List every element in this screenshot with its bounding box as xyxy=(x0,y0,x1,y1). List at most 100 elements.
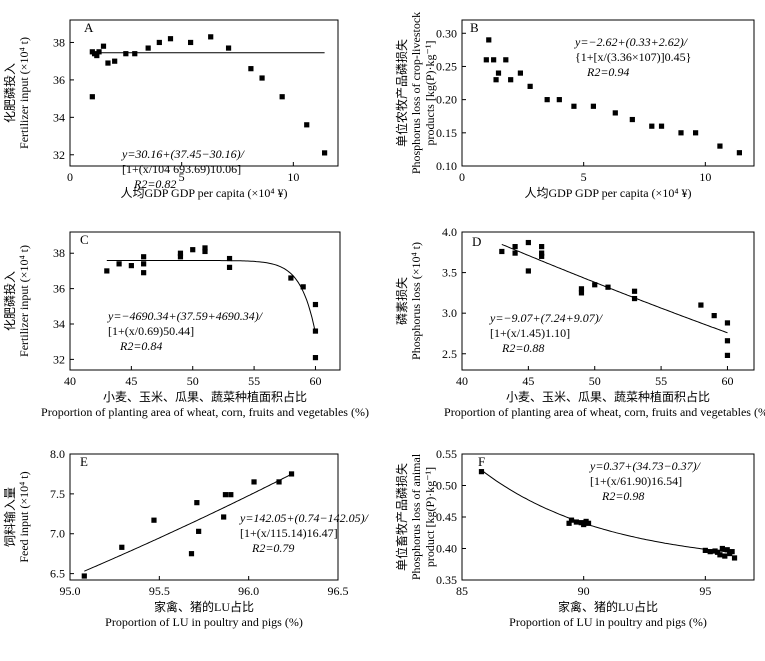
data-point xyxy=(96,49,102,55)
equation-line-1: y=0.37+(34.73−0.37)/ xyxy=(589,459,702,473)
y-tick-label: 0.25 xyxy=(436,59,457,73)
data-point xyxy=(221,514,227,520)
equation-r2: R2=0.84 xyxy=(119,339,162,353)
panel-letter: A xyxy=(84,20,94,35)
data-point xyxy=(202,245,208,251)
data-point xyxy=(517,70,523,76)
data-point xyxy=(151,517,157,523)
data-point xyxy=(112,58,118,64)
y-axis-label-cn: 饲料输入量 xyxy=(2,487,17,547)
data-point xyxy=(578,290,585,296)
data-point xyxy=(585,520,592,526)
equation: y=−2.62+(0.33+2.62)/{1+[x/(3.36×107)]0.4… xyxy=(574,35,691,79)
equation-line-2: [1+(x/104 693.69)10.06] xyxy=(122,162,241,176)
data-point xyxy=(508,77,514,83)
equation-line-1: y=142.05+(0.74−142.05)/ xyxy=(239,511,370,525)
data-point xyxy=(202,248,208,255)
data-point xyxy=(724,352,731,358)
x-axis-label: 人均GDP GDP per capita (×10⁴ ¥) xyxy=(120,186,287,200)
x-tick-label: 95.0 xyxy=(60,584,81,598)
equation: y=−9.07+(7.24+9.07)/[1+(x/1.45)1.10]R2=0… xyxy=(489,311,604,355)
y-tick-label: 7.0 xyxy=(50,527,65,541)
y-axis-label-cn: 化肥磷投入 xyxy=(2,271,17,331)
y-axis-label-en: Feed input (×10⁴ t) xyxy=(17,471,31,562)
data-point xyxy=(578,286,585,292)
x-tick-label: 95.5 xyxy=(149,584,170,598)
y-tick-label: 0.30 xyxy=(436,26,457,40)
data-point xyxy=(571,103,577,109)
y-tick-label: 7.5 xyxy=(50,487,65,501)
data-point xyxy=(486,37,492,43)
y-axis-label-en: Phosphorus loss of animal xyxy=(409,453,423,580)
x-tick-label: 60 xyxy=(721,374,733,388)
panel-B: 0 5 10 0.10 0.15 0.20 0.25 0.30 By=−2.62+(0.33+2… xyxy=(394,12,755,200)
data-point xyxy=(128,263,134,269)
y-tick-label: 2.5 xyxy=(442,347,457,361)
data-point xyxy=(491,57,497,63)
equation: y=142.05+(0.74−142.05)/[1+(x/115.14)16.4… xyxy=(239,511,370,555)
y-axis-label-cn: 磷素损失 xyxy=(394,277,409,325)
equation-r2: R2=0.94 xyxy=(586,65,629,79)
panel-D: 40 45 50 55 60 2.5 3.0 3.5 4.0 Dy=−9.07+(7.24+9.0… xyxy=(394,225,765,419)
y-axis-label-cn: 单位农牧产品磷损失 xyxy=(394,39,409,147)
y-tick-label: 0.55 xyxy=(436,447,457,461)
x-tick-label: 10 xyxy=(287,170,299,184)
data-point xyxy=(226,264,233,270)
data-point xyxy=(312,355,319,361)
panel-letter: D xyxy=(472,234,481,249)
plot-frame xyxy=(69,19,339,167)
y-tick-label: 32 xyxy=(53,352,65,366)
data-point xyxy=(156,39,162,46)
data-point xyxy=(722,553,728,559)
data-point xyxy=(259,75,265,81)
x-tick-label: 40 xyxy=(456,374,468,388)
data-point xyxy=(116,261,122,267)
data-point xyxy=(288,471,295,477)
equation-line-1: y=−2.62+(0.33+2.62)/ xyxy=(574,35,689,49)
x-tick-label: 50 xyxy=(187,374,199,388)
equation-r2: R2=0.79 xyxy=(251,541,294,555)
data-point xyxy=(119,544,125,550)
data-point xyxy=(312,301,319,308)
y-axis-label-en: Phosphorus loss of crop-livestock xyxy=(409,12,423,174)
y-axis-label-en: Fertilizer input (×10⁴ t) xyxy=(17,245,31,357)
x-axis-label-cn: 家禽、猪的LU占比 xyxy=(154,599,254,614)
panel-E: 95.0 95.5 96.0 96.5 6.5 7.0 7.5 8.0 Ey=142.05+(0… xyxy=(2,447,370,629)
y-tick-label: 8.0 xyxy=(50,447,65,461)
x-tick-label: 90 xyxy=(578,584,590,598)
x-tick-label: 60 xyxy=(309,374,321,388)
panel-letter: C xyxy=(80,232,89,247)
data-point xyxy=(512,244,518,250)
equation-r2: R2=0.88 xyxy=(501,341,544,355)
data-point xyxy=(566,520,572,526)
panel-letter: F xyxy=(478,454,485,469)
x-axis-label: 人均GDP GDP per capita (×10⁴ ¥) xyxy=(524,186,691,200)
panel-A: 0 5 10 32 34 36 38 Ay=30.16+(37.45−30.16)/[1+(x… xyxy=(2,19,339,200)
y-axis-label-en2: product [kg(P)·kg⁻¹] xyxy=(423,467,437,567)
data-point xyxy=(141,261,147,267)
data-point xyxy=(503,57,509,63)
x-tick-label: 96.5 xyxy=(328,584,349,598)
panel-letter: E xyxy=(80,454,88,469)
data-point xyxy=(132,51,138,57)
data-point xyxy=(167,36,174,42)
x-tick-label: 50 xyxy=(589,374,601,388)
x-tick-label: 96.0 xyxy=(238,584,259,598)
x-axis-label-cn: 家禽、猪的LU占比 xyxy=(558,599,658,614)
data-point xyxy=(105,60,111,66)
x-tick-label: 95 xyxy=(699,584,711,598)
y-tick-label: 3.0 xyxy=(442,306,457,320)
data-point xyxy=(556,97,562,103)
y-axis-label-cn: 化肥磷投入 xyxy=(2,63,17,123)
y-tick-label: 38 xyxy=(53,35,65,49)
y-tick-label: 3.5 xyxy=(442,266,457,280)
data-point xyxy=(658,123,665,129)
x-tick-label: 5 xyxy=(581,170,587,184)
data-point xyxy=(228,492,234,498)
data-point xyxy=(605,284,611,290)
data-point xyxy=(544,97,550,103)
x-tick-label: 45 xyxy=(522,374,534,388)
fit-curve xyxy=(106,260,316,334)
